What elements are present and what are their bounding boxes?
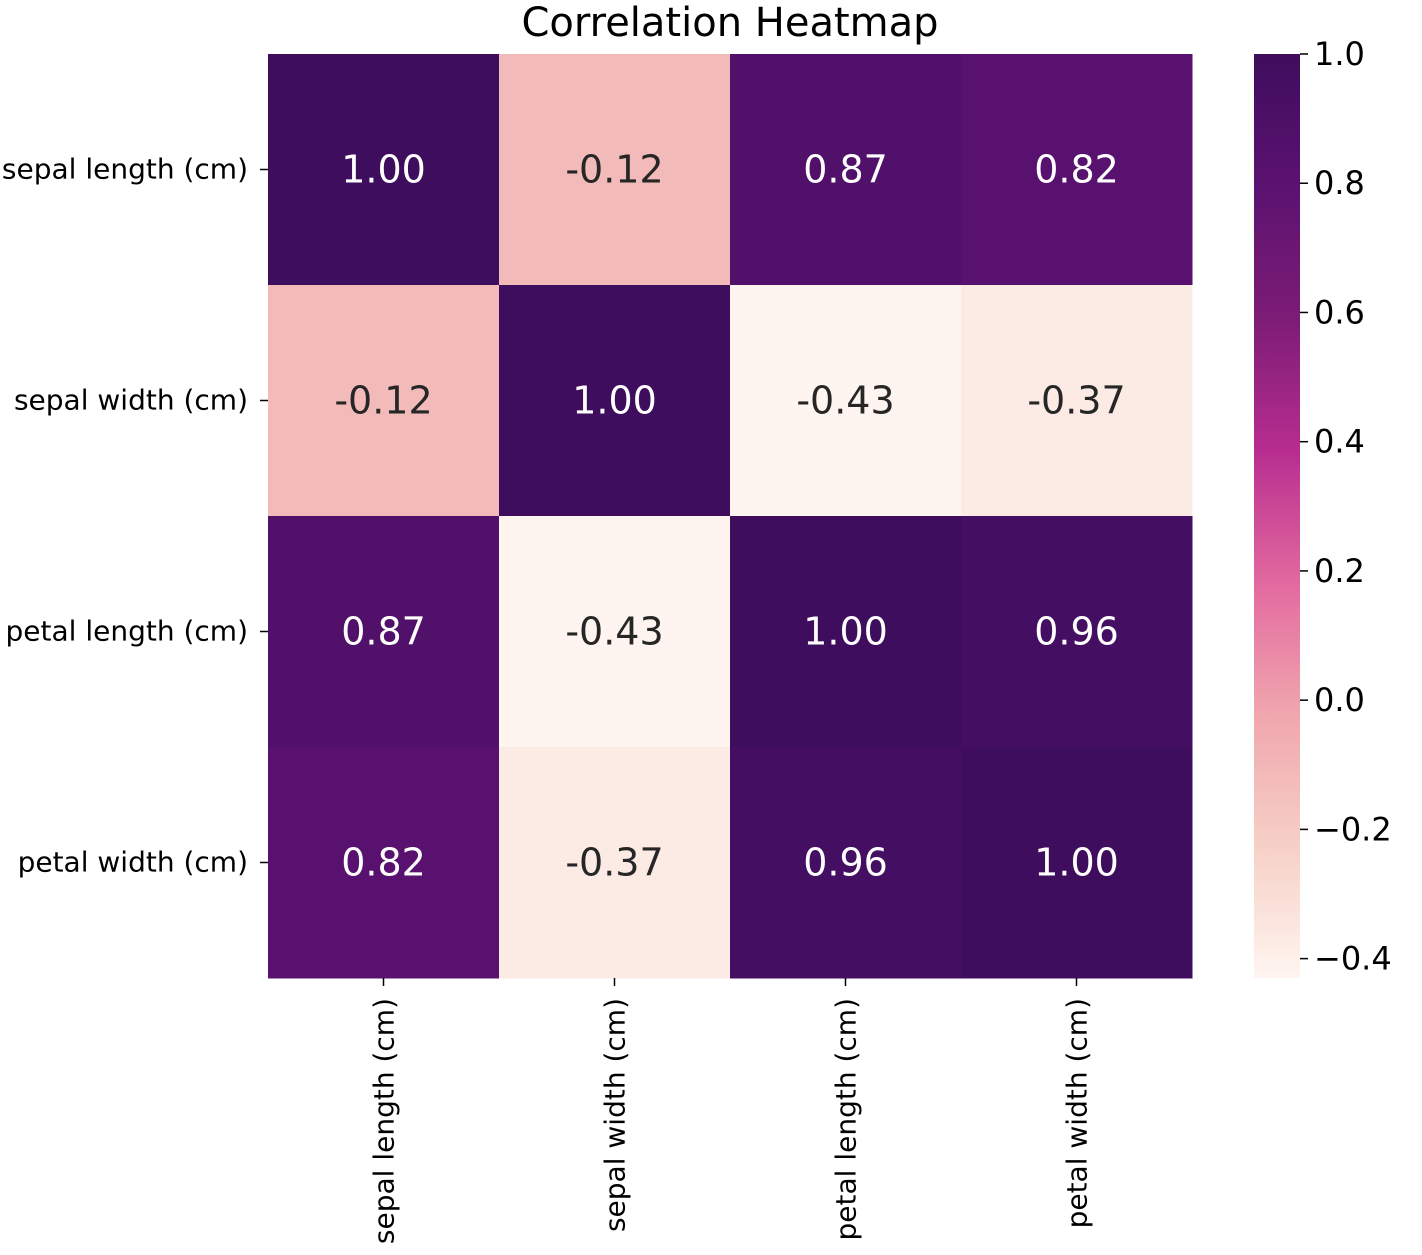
cell-value-label: 0.87 (803, 148, 888, 192)
heatmap-cells (268, 54, 1193, 979)
colorbar-tick-label: 0.0 (1314, 681, 1365, 719)
cell-value-label: 1.00 (803, 610, 888, 654)
heatmap-cell (961, 285, 1193, 517)
y-tick-label: sepal length (cm) (2, 153, 248, 186)
heatmap-cell (268, 285, 500, 517)
colorbar-tick-label: 0.8 (1314, 164, 1365, 202)
colorbar-tick-label: 1.0 (1314, 35, 1365, 73)
colorbar-tick-label: −0.4 (1314, 940, 1392, 978)
heatmap-cell (268, 747, 500, 979)
cell-value-label: 1.00 (341, 148, 426, 192)
cell-annotations: 1.00 -0.12 0.87 0.82 -0.12 1.00 -0.43 -0.37 0.87… (334, 148, 1125, 885)
heatmap-cell (730, 516, 962, 748)
heatmap-cell (499, 747, 731, 979)
cell-value-label: 1.00 (1034, 841, 1119, 885)
cell-value-label: -0.43 (565, 610, 663, 654)
heatmap-cell (730, 285, 962, 517)
heatmap-cell (268, 516, 500, 748)
x-tick-label: sepal width (cm) (599, 998, 632, 1232)
y-tick-label: petal width (cm) (18, 846, 248, 879)
cell-value-label: -0.43 (796, 379, 894, 423)
cell-value-label: -0.12 (565, 148, 663, 192)
heatmap-cell (961, 516, 1193, 748)
cell-value-label: 0.96 (803, 841, 888, 885)
chart-title: Correlation Heatmap (521, 0, 938, 46)
heatmap-cell (499, 54, 731, 286)
heatmap-cell (730, 54, 962, 286)
cell-value-label: 0.96 (1034, 610, 1119, 654)
colorbar: 1.0 0.8 0.6 0.4 0.2 0.0 −0.2 −0.4 (1254, 35, 1392, 978)
cell-value-label: 0.82 (1034, 148, 1119, 192)
x-tick-label: petal width (cm) (1061, 998, 1094, 1228)
heatmap-cell (961, 54, 1193, 286)
y-tick-label: sepal width (cm) (14, 384, 248, 417)
colorbar-tick-label: 0.4 (1314, 423, 1365, 461)
x-tick-label: petal length (cm) (830, 998, 863, 1240)
colorbar-tick-label: 0.2 (1314, 552, 1365, 590)
heatmap-cell (499, 285, 731, 517)
cell-value-label: 1.00 (572, 379, 657, 423)
cell-value-label: -0.12 (334, 379, 432, 423)
colorbar-tick-label: 0.6 (1314, 293, 1365, 331)
x-axis: sepal length (cm) sepal width (cm) petal l… (368, 978, 1094, 1244)
cell-value-label: 0.82 (341, 841, 426, 885)
heatmap-cell (268, 54, 500, 286)
cell-value-label: 0.87 (341, 610, 426, 654)
heatmap-cell (499, 516, 731, 748)
cell-value-label: -0.37 (1027, 379, 1125, 423)
y-axis: sepal length (cm) sepal width (cm) petal l… (2, 153, 268, 879)
heatmap-cell (961, 747, 1193, 979)
cell-value-label: -0.37 (565, 841, 663, 885)
colorbar-gradient (1254, 54, 1300, 978)
heatmap-cell (730, 747, 962, 979)
x-tick-label: sepal length (cm) (368, 998, 401, 1244)
colorbar-tick-label: −0.2 (1314, 810, 1392, 848)
y-tick-label: petal length (cm) (6, 615, 248, 648)
